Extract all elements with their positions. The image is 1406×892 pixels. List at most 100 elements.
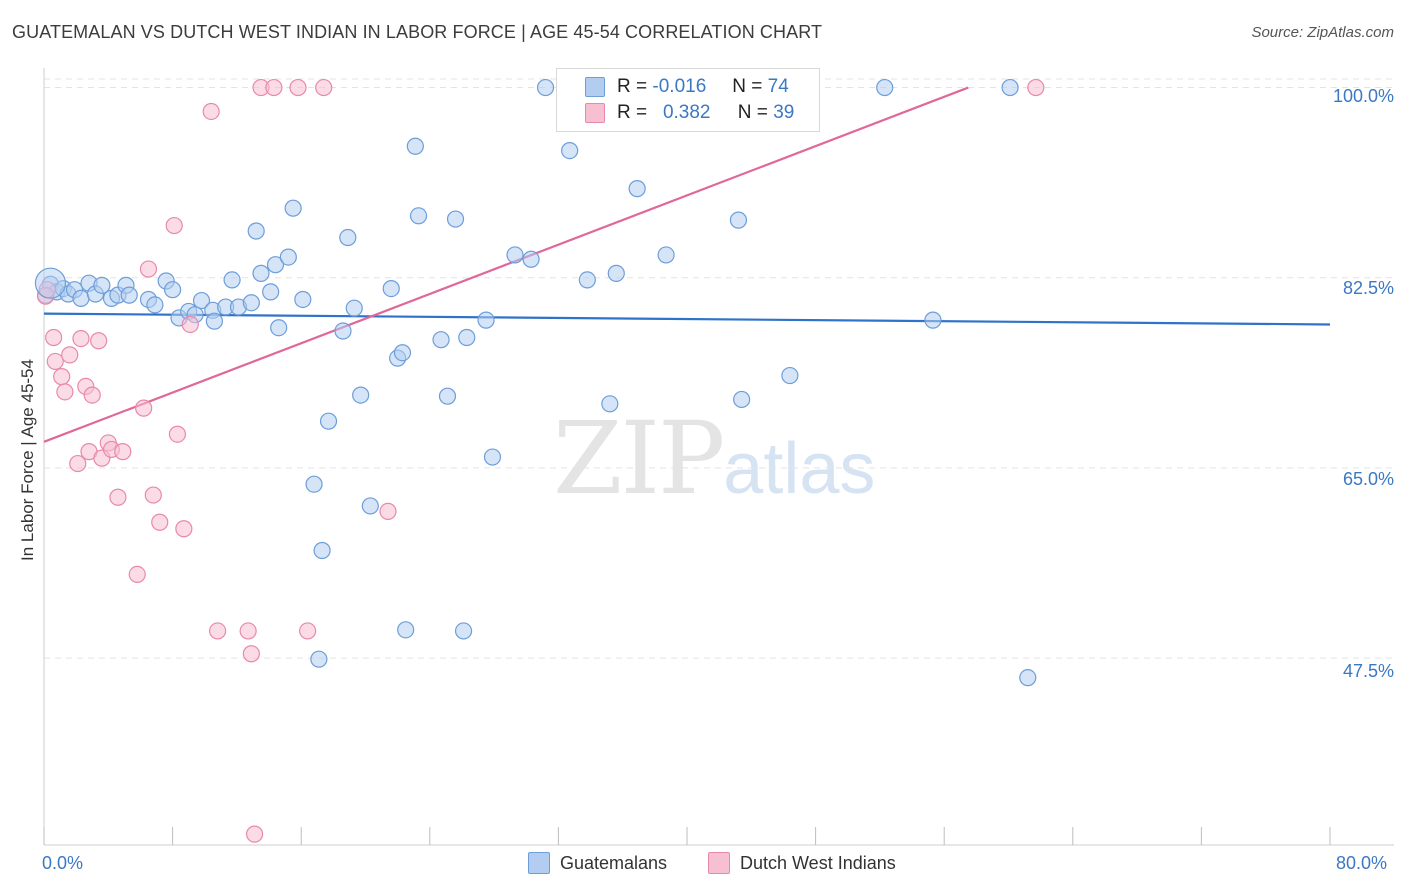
legend-label: Guatemalans [560, 852, 668, 873]
dutch-west-indian-point [315, 78, 333, 97]
dutch-west-indian-point [72, 329, 90, 348]
dutch-west-indian-point [175, 520, 193, 538]
dutch-west-indian-point [202, 102, 220, 121]
guatemalan-point [305, 475, 323, 493]
guatemalan-point [393, 344, 412, 362]
y-tick-label: 100.0% [1332, 86, 1394, 106]
data-points [34, 78, 1045, 843]
guatemalan-point [352, 386, 370, 404]
guatemalan-point [361, 497, 379, 515]
guatemalan-point [729, 211, 748, 229]
guatemalan-point [205, 312, 223, 330]
dutch-west-indian-point [168, 425, 187, 443]
r-value: -0.016 [652, 76, 707, 97]
dutch-west-indian-point [265, 78, 283, 97]
blue-swatch [585, 77, 605, 97]
dutch-west-indian-point [83, 386, 101, 404]
dutch-west-indian-point [165, 216, 183, 235]
guatemalan-point [432, 331, 450, 349]
legend-item-dutch-west-indians[interactable]: Dutch West Indians [708, 852, 896, 874]
y-tick-label: 65.0% [1342, 469, 1394, 489]
dutch-west-indian-trend-line [43, 86, 969, 443]
r-value: 0.382 [662, 102, 711, 123]
guatemalan-point [561, 141, 579, 160]
chart-title: GUATEMALAN VS DUTCH WEST INDIAN IN LABOR… [12, 22, 823, 42]
guatemalan-point [339, 228, 357, 247]
guatemalan-point [628, 180, 646, 198]
watermark: ZIPatlas [553, 400, 875, 517]
dutch-west-indian-point [299, 622, 317, 640]
dutch-west-indian-point [1027, 78, 1045, 97]
guatemalan-point [477, 311, 495, 329]
guatemalan-point [164, 281, 182, 299]
guatemalan-point [313, 541, 331, 560]
guatemalan-point [284, 199, 302, 217]
x-min-label: 0.0% [42, 853, 84, 873]
x-max-label: 80.0% [1336, 853, 1388, 873]
r-label: R = [617, 76, 648, 97]
pink-swatch [708, 852, 730, 874]
y-tick-label: 47.5% [1342, 661, 1394, 681]
dutch-west-indian-point [289, 78, 307, 97]
legend-item-guatemalans[interactable]: Guatemalans [528, 852, 667, 874]
watermark-zip: ZIP [553, 400, 725, 517]
watermark-atlas: atlas [723, 429, 876, 509]
guatemalan-point [406, 137, 424, 155]
dutch-west-indian-point [109, 488, 127, 506]
guatemalan-point [223, 271, 241, 289]
trend-lines [43, 86, 1331, 443]
n-label: N = [737, 102, 768, 123]
guatemalan-point [601, 395, 619, 413]
dutch-west-indian-point [53, 368, 71, 386]
guatemalan-point [607, 264, 625, 282]
guatemalan-point [310, 650, 328, 668]
guatemalan-point [454, 622, 473, 640]
guatemalan-point [1001, 78, 1019, 97]
n-label: N = [732, 76, 763, 97]
guatemalan-point [120, 286, 138, 304]
guatemalan-point [294, 290, 312, 309]
y-tick-label: 82.5% [1342, 278, 1394, 298]
n-value: 74 [767, 76, 789, 97]
dutch-west-indian-point [379, 502, 397, 520]
y-axis-title: In Labor Force | Age 45-54 [18, 359, 37, 561]
dutch-west-indian-point [90, 332, 108, 350]
guatemalan-point [93, 276, 111, 294]
dutch-west-indian-point [128, 565, 146, 584]
guatemalan-point [247, 222, 265, 240]
guatemalan-point [438, 387, 457, 405]
dutch-west-indian-point [114, 443, 132, 461]
r-label: R = [617, 102, 648, 123]
guatemalan-point [319, 412, 338, 430]
guatemalan-point [458, 328, 476, 347]
guatemalan-point [72, 289, 90, 307]
guatemalan-point [483, 448, 502, 466]
guatemalan-point [262, 283, 280, 301]
guatemalan-point [266, 256, 285, 274]
n-value: 39 [773, 102, 795, 123]
guatemalan-point [522, 250, 540, 268]
stats-row-pink: R = 0.382 N = 39 [557, 100, 794, 126]
dutch-west-indian-point [239, 622, 257, 640]
dutch-west-indian-point [56, 383, 74, 401]
guatemalan-point [924, 311, 942, 329]
guatemalan-trend-line [43, 312, 1331, 326]
guatemalan-point [578, 271, 596, 289]
dutch-west-indian-point [181, 315, 199, 334]
guatemalan-point [733, 390, 751, 409]
pink-swatch [585, 103, 605, 123]
dutch-west-indian-point [46, 352, 64, 371]
dutch-west-indian-point [245, 825, 264, 843]
guatemalan-point [146, 296, 164, 314]
guatemalan-point [1019, 669, 1037, 687]
guatemalan-point [781, 366, 799, 385]
stats-box: R = -0.016 N = 74 R = 0.382 N = 39 [556, 68, 820, 132]
guatemalan-point [382, 280, 400, 298]
blue-swatch [528, 852, 550, 874]
dutch-west-indian-point [61, 346, 79, 364]
guatemalan-point [409, 207, 428, 225]
dutch-west-indian-point [139, 260, 158, 278]
dutch-west-indian-point [135, 399, 153, 417]
dutch-west-indian-point [151, 513, 169, 531]
